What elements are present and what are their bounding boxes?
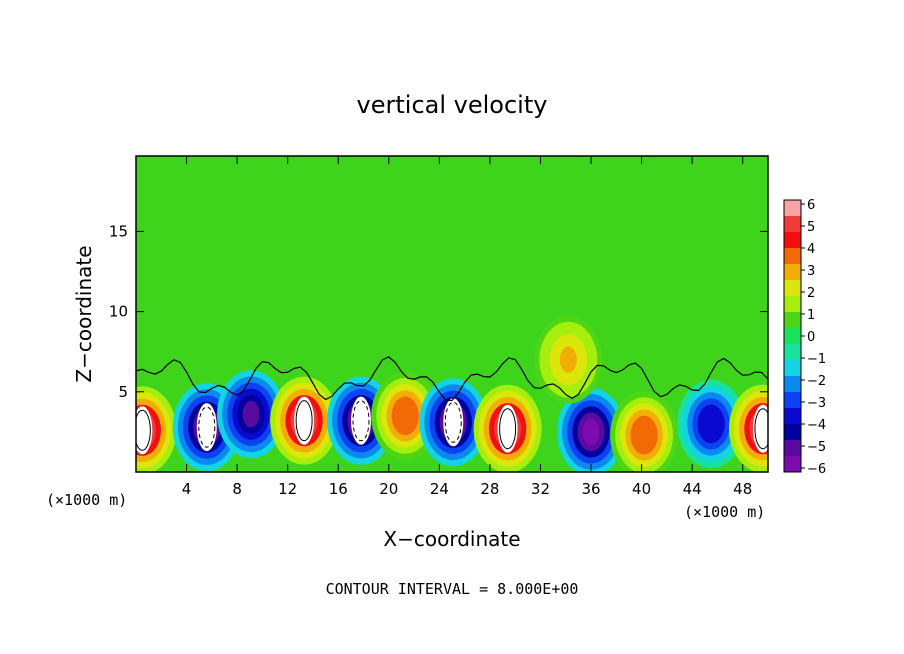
x-tick-label: 44 <box>683 480 702 498</box>
colorbar-swatch <box>784 328 801 344</box>
x-unit-right: (×1000 m) <box>684 503 765 521</box>
velocity-core <box>294 396 315 445</box>
colorbar-swatch <box>784 456 801 472</box>
colorbar-swatch <box>784 232 801 248</box>
velocity-core <box>196 403 217 452</box>
y-tick-label: 5 <box>118 383 128 401</box>
velocity-band <box>396 402 414 430</box>
y-axis-label: Z−coordinate <box>72 245 96 382</box>
x-tick-label: 4 <box>182 480 192 498</box>
contour-line <box>352 400 370 442</box>
colorbar-swatch <box>784 200 801 216</box>
chart-title: vertical velocity <box>357 91 548 119</box>
x-tick-label: 48 <box>733 480 752 498</box>
x-axis-label: X−coordinate <box>383 527 520 551</box>
colorbar-label: −3 <box>807 396 826 411</box>
velocity-cell <box>534 315 603 404</box>
x-tick-label: 24 <box>430 480 449 498</box>
velocity-band <box>635 421 653 449</box>
y-tick-label: 15 <box>109 222 128 240</box>
colorbar-swatch <box>784 392 801 408</box>
x-tick-label: 28 <box>480 480 499 498</box>
colorbar-label: 6 <box>807 198 815 213</box>
colorbar-swatch <box>784 360 801 376</box>
colorbar: 6 5 4 3 2 1 0 −1 −2 −3 −4 −5 −6 <box>783 198 826 477</box>
colorbar-swatch <box>784 280 801 296</box>
velocity-cell <box>557 387 626 472</box>
contour-line <box>295 400 313 442</box>
velocity-band <box>559 346 577 373</box>
velocity-cell <box>270 376 339 465</box>
x-tick-label: 12 <box>278 480 297 498</box>
contour-line <box>136 409 151 451</box>
colorbar-label: −1 <box>807 352 826 367</box>
colorbar-label: −6 <box>807 462 826 477</box>
velocity-cell <box>728 384 768 472</box>
colorbar-label: 4 <box>807 242 815 257</box>
velocity-cell <box>610 391 679 472</box>
colorbar-label: −2 <box>807 374 826 389</box>
velocity-cell <box>677 379 746 468</box>
colorbar-swatch <box>784 440 801 456</box>
colorbar-swatch <box>784 264 801 280</box>
colorbar-label: 5 <box>807 220 815 235</box>
colorbar-swatch <box>784 248 801 264</box>
colorbar-swatch <box>784 376 801 392</box>
x-tick-label: 40 <box>632 480 651 498</box>
x-tick-label: 36 <box>581 480 600 498</box>
colorbar-label: 0 <box>807 330 815 345</box>
velocity-core <box>350 396 371 445</box>
plot-frame <box>135 155 769 473</box>
x-unit-left: (×1000 m) <box>46 491 127 509</box>
colorbar-label: −5 <box>807 440 826 455</box>
velocity-cell <box>473 384 542 472</box>
x-tick-label: 20 <box>379 480 398 498</box>
velocity-core <box>443 398 464 447</box>
velocity-band <box>582 418 600 446</box>
contour-line <box>754 408 768 450</box>
colorbar-swatch <box>784 296 801 312</box>
colorbar-label: 3 <box>807 264 815 279</box>
colorbar-swatch <box>784 408 801 424</box>
velocity-cell <box>419 378 488 467</box>
contour-line <box>499 408 517 450</box>
colorbar-swatch <box>784 424 801 440</box>
x-tick-label: 8 <box>232 480 242 498</box>
colorbar-label: 1 <box>807 308 815 323</box>
x-tick-label: 16 <box>329 480 348 498</box>
colorbar-label: 2 <box>807 286 815 301</box>
velocity-cell <box>136 386 177 472</box>
contour-interval-note: CONTOUR INTERVAL = 8.000E+00 <box>326 580 579 598</box>
x-tick-label: 32 <box>531 480 550 498</box>
velocity-band <box>242 401 260 428</box>
zero-contour <box>136 356 768 402</box>
y-tick-label: 10 <box>109 303 128 321</box>
velocity-band <box>702 410 720 438</box>
contour-line <box>198 406 216 448</box>
colorbar-swatch <box>784 216 801 232</box>
colorbar-swatch <box>784 344 801 360</box>
velocity-core <box>752 404 768 453</box>
colorbar-swatch <box>784 312 801 328</box>
contour-line <box>444 401 462 443</box>
colorbar-label: −4 <box>807 418 826 433</box>
velocity-core <box>497 404 518 453</box>
